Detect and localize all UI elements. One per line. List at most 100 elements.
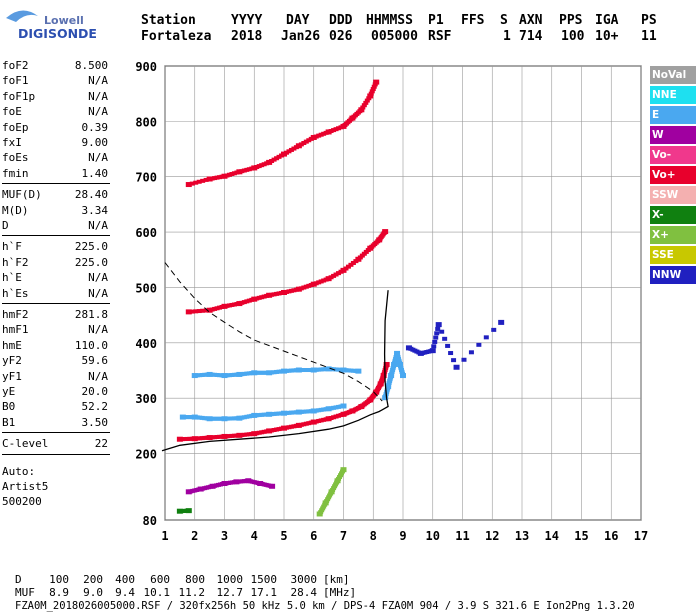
legend-item: Vo+ [650, 166, 696, 184]
distance-value: 1500 [251, 573, 278, 586]
legend-item: Vo- [650, 146, 696, 164]
x-tick-label: 12 [485, 529, 499, 543]
distance-value: 600 [150, 573, 170, 586]
distance-label: D [15, 573, 22, 586]
x-tick-label: 7 [340, 529, 347, 543]
param-value: N/A [88, 286, 108, 300]
param-row: fxI 9.00 [2, 136, 108, 150]
logo-line1: Lowell [44, 14, 84, 27]
trace-point [483, 335, 489, 340]
param-row: foF1p N/A [2, 90, 108, 104]
trace-low-W [185, 478, 276, 495]
legend-item: W [650, 126, 696, 144]
distance-value: 100 [49, 573, 69, 586]
param-row: B0 52.2 [2, 400, 108, 414]
trace-point [200, 308, 206, 313]
trace-point [355, 368, 362, 374]
muf-value: 11.2 [179, 586, 206, 599]
trace-F-trace-3 [185, 79, 380, 188]
header-value: 1 [503, 29, 511, 44]
legend-item: X+ [650, 226, 696, 244]
param-value: 225.0 [74, 255, 108, 269]
x-tick-label: 1 [161, 529, 168, 543]
trace-point [432, 339, 438, 344]
legend-item: E [650, 106, 696, 124]
param-name: hmE [2, 338, 22, 352]
trace-point [434, 331, 440, 336]
muf-value: 12.7 [217, 586, 244, 599]
trace-point [448, 351, 454, 356]
param-row: foE N/A [2, 105, 108, 119]
muf-value: 28.4 [291, 586, 318, 599]
header-label: PPS [559, 13, 583, 28]
trace-point [189, 181, 195, 186]
header-value: 100 [561, 29, 585, 44]
trace-point [435, 326, 441, 331]
digisonde-logo: Lowell DIGISONDE [4, 2, 124, 48]
auto-label: Auto: [2, 464, 36, 478]
trace-point [433, 335, 439, 340]
ionogram-plot: 1 2 3 4 5 6 7 8 9 10 11 12 13 14 15 16 17802003004005006… [135, 60, 648, 543]
param-row: foEp 0.39 [2, 121, 108, 135]
param-name: foEp [2, 120, 29, 134]
trace-point [193, 180, 199, 185]
trace-point [358, 107, 365, 113]
header-label: Station [141, 13, 196, 28]
legend-item: NoVal [650, 66, 696, 84]
param-row: h`E N/A [2, 271, 108, 285]
trace-oblique-low [316, 467, 347, 517]
param-row: M(D) 3.34 [2, 204, 108, 218]
x-tick-label: 6 [310, 529, 317, 543]
muf-label: MUF [15, 586, 35, 599]
muf-value: 8.9 [49, 586, 69, 599]
header-value: RSF [428, 29, 452, 44]
x-tick-label: 2 [191, 529, 198, 543]
trace-point [461, 357, 467, 362]
x-tick-label: 16 [604, 529, 618, 543]
electron-density-profile [161, 290, 389, 452]
muf-value: 17.1 [251, 586, 278, 599]
param-value: 225.0 [74, 240, 108, 254]
trace-point [373, 79, 380, 85]
param-row: yE 20.0 [2, 385, 108, 399]
param-value: 9.00 [81, 136, 109, 149]
trace-point [185, 182, 192, 188]
y-tick-label: 300 [135, 392, 157, 406]
header-value: Jan26 [281, 29, 320, 44]
param-name: hmF1 [2, 323, 29, 337]
trace-point [491, 327, 497, 332]
trace-point [200, 178, 206, 183]
param-row: C-level 22 [2, 437, 108, 451]
param-value: 20.0 [81, 385, 109, 398]
param-name: h`F [2, 240, 22, 254]
x-tick-label: 5 [280, 529, 287, 543]
trace-point [360, 105, 366, 110]
trace-point [370, 87, 376, 92]
trace-low-X [176, 508, 192, 514]
param-name: fmin [2, 166, 29, 180]
trace-F-trace-1 [176, 361, 390, 442]
header-values: Fortaleza 2018 Jan26 026 005000 RSF 1 714 100 10+… [141, 29, 657, 44]
polarization-legend: NoVal NNE E W Vo- Vo+ SSW X- X+ SSE NNW [650, 66, 696, 286]
param-divider [2, 303, 110, 304]
header-value: 026 [329, 29, 353, 44]
header-label: FFS [461, 13, 485, 28]
param-row: foF1 N/A [2, 74, 108, 88]
header-value: 10+ [595, 29, 619, 44]
trace-point [451, 358, 457, 363]
station-header: Station YYYY DAY DDD HHMMSS P1 FFS S AXN PPS IGA PS… [141, 13, 657, 52]
param-row: MUF(D) 28.40 [2, 188, 108, 202]
trace-point [203, 177, 209, 182]
trace-point [193, 309, 199, 314]
param-name: h`Es [2, 286, 29, 300]
distance-row: D 100 200 400 600 800 1000 1500 3000 [km] [15, 573, 350, 586]
param-name: h`F2 [2, 255, 29, 269]
param-name: D [2, 219, 9, 232]
param-value: 28.40 [74, 188, 108, 202]
x-tick-label: 17 [634, 529, 648, 543]
header-label: P1 [428, 13, 444, 28]
x-tick-label: 3 [221, 529, 228, 543]
param-row: foEs N/A [2, 151, 108, 165]
header-value: 005000 [371, 29, 418, 44]
param-divider [2, 235, 110, 237]
